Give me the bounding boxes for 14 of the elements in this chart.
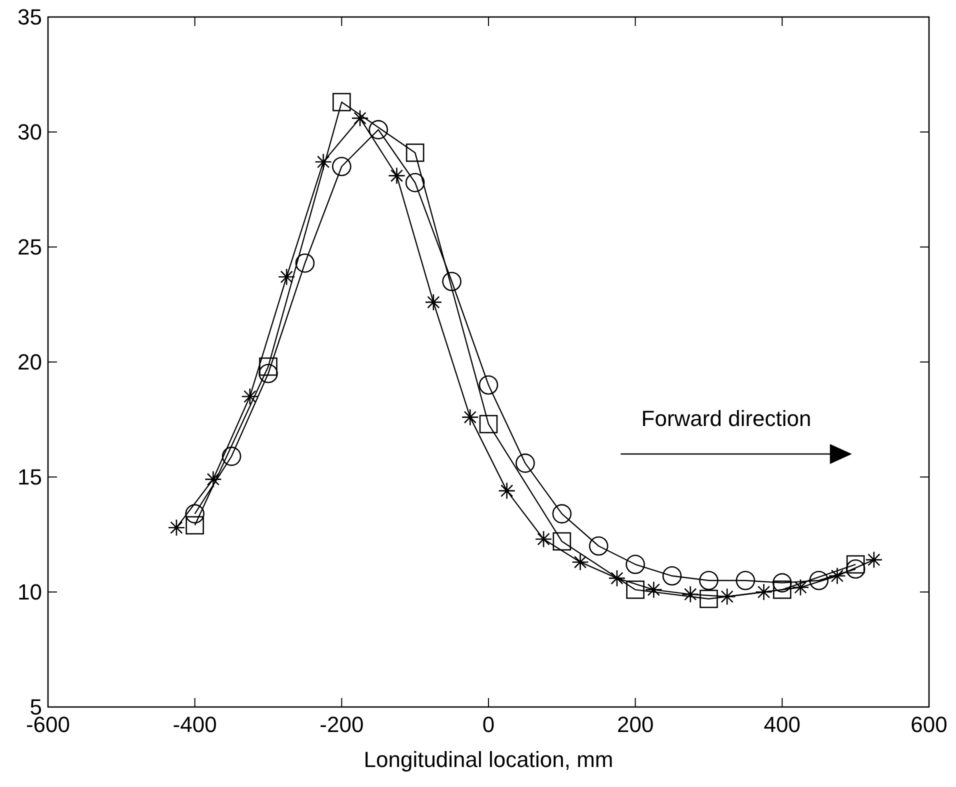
x-tick-label: -200: [320, 712, 364, 737]
x-tick-label: 200: [616, 712, 654, 737]
y-tick-label: 10: [18, 580, 42, 605]
x-tick-label: 600: [910, 712, 948, 737]
x-tick-label: -400: [172, 712, 217, 737]
x-tick-label: 0: [482, 712, 495, 737]
y-tick-label: 25: [18, 234, 42, 260]
y-tick-label: 15: [18, 464, 42, 490]
y-tick-label: 20: [18, 350, 42, 375]
y-tick-label: 30: [18, 120, 42, 145]
x-tick-label: 400: [764, 712, 801, 737]
annotation: Forward direction: [641, 406, 812, 431]
y-tick-label: 35: [18, 4, 42, 30]
x-axis-title: Longitudinal location, mm: [364, 747, 614, 772]
